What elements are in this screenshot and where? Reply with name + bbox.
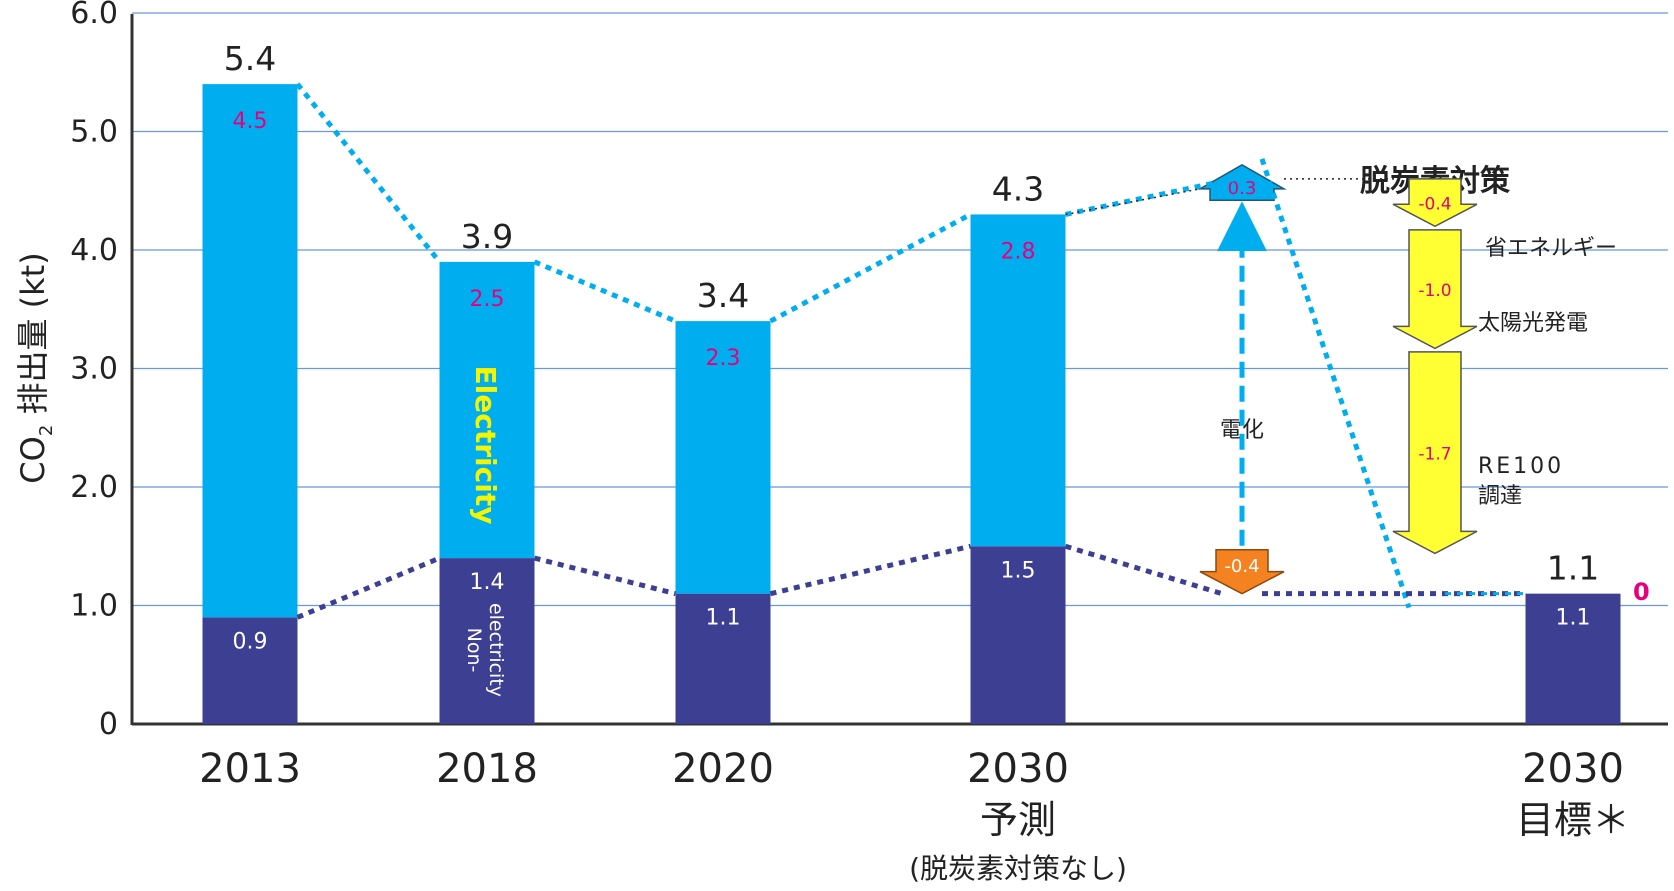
connector-non-electricity-forecast	[1064, 543, 1223, 597]
bar-total-label: 4.3	[992, 169, 1044, 208]
electrification-down-arrow	[1199, 549, 1285, 595]
electrification-up-value: 0.3	[1228, 178, 1257, 199]
bar-value-non-electricity: 0.9	[233, 629, 268, 654]
x-tick-note: (脱炭素対策なし)	[909, 852, 1127, 885]
y-tick-label: 0	[99, 707, 118, 742]
bar-value-electricity: 2.5	[470, 287, 505, 312]
x-tick-labels: 2013 2018 2020 2030 予測 (脱炭素対策なし) 2030 目標＊	[199, 746, 1630, 885]
connector-total	[295, 82, 442, 264]
bar-electricity	[439, 261, 535, 559]
bar-value-electricity: 2.3	[706, 346, 741, 371]
bar-non-electricity	[970, 546, 1066, 724]
connector-non-electricity	[533, 555, 677, 597]
y-tick-label: 4.0	[70, 233, 118, 268]
y-tick-label: 1.0	[70, 589, 118, 624]
bar-non-electricity	[675, 593, 771, 724]
grid-lines	[132, 12, 1668, 607]
step-label-solar: 太陽光発電	[1478, 311, 1588, 336]
x-tick-label: 2018	[436, 746, 538, 792]
bar-electricity	[675, 321, 771, 594]
final-electricity-zero: 0	[1633, 578, 1650, 606]
bar-value-electricity: 4.5	[233, 109, 268, 134]
bar-non-electricity	[202, 617, 298, 724]
x-tick-sublabel: 目標＊	[1516, 798, 1630, 842]
measure-step-arrow	[1392, 229, 1478, 350]
bar-total-label: 5.4	[224, 39, 276, 78]
axes	[130, 14, 1668, 726]
measure-step-arrow	[1392, 178, 1478, 228]
x-tick-label: 2030	[1522, 746, 1624, 792]
bar-electricity	[970, 214, 1066, 547]
non-electricity-label-1: Non-	[463, 628, 485, 673]
electrification-down-value: -0.4	[1224, 556, 1259, 577]
x-tick-sublabel: 予測	[980, 798, 1056, 842]
y-tick-label: 5.0	[70, 115, 118, 150]
x-tick-label: 2030	[967, 746, 1069, 792]
step-label-re100: RE100	[1478, 454, 1564, 479]
bar-labels: 0.9 4.5 5.4 1.4 2.5 3.9 1.1 2.3 3.4 1.5 2.8 4.3 1.1 1…	[224, 39, 1599, 654]
y-tick-labels: 0 1.0 2.0 3.0 4.0 5.0 6.0	[70, 0, 118, 742]
step-label-procurement: 調達	[1478, 484, 1522, 509]
bar-value-non-electricity: 1.1	[706, 606, 741, 631]
bar-non-electricity	[439, 558, 535, 724]
y-tick-label: 2.0	[70, 470, 118, 505]
electricity-label: Electricity	[469, 366, 502, 525]
x-tick-label: 2013	[199, 746, 301, 792]
connector-dotted	[1065, 188, 1201, 216]
bars	[202, 84, 1621, 724]
decarbonization-measures: 脱炭素対策 電化 省エネルギー 太陽光発電 RE100 調達 0 0.3-0.4…	[1064, 158, 1650, 609]
bar-total-label: 3.9	[461, 217, 513, 256]
measure-step-arrow	[1392, 351, 1478, 555]
measure-step-value: -1.7	[1418, 445, 1451, 465]
non-electricity-label-2: electricity	[485, 603, 507, 697]
connector-non-electricity	[769, 543, 972, 597]
bar-value-non-electricity: 1.4	[470, 570, 505, 595]
connector-lines	[295, 82, 972, 620]
step-label-energy-saving: 省エネルギー	[1485, 236, 1617, 261]
bar-value-non-electricity: 1.1	[1556, 606, 1591, 631]
y-axis-label: CO2 排出量 (kt)	[14, 252, 57, 483]
connector-to-electrification	[1064, 176, 1235, 217]
connector-total	[533, 259, 677, 324]
connector-total	[769, 212, 972, 324]
connector-electrified-to-target	[1259, 158, 1412, 609]
measure-step-value: -0.4	[1418, 195, 1451, 215]
bar-value-non-electricity: 1.5	[1001, 558, 1036, 583]
bar-total-label: 3.4	[697, 276, 749, 315]
bar-non-electricity	[1525, 593, 1621, 724]
measure-step-value: -1.0	[1418, 281, 1451, 301]
bar-total-label: 1.1	[1547, 549, 1599, 588]
y-tick-label: 6.0	[70, 0, 118, 31]
y-tick-label: 3.0	[70, 352, 118, 387]
bar-value-electricity: 2.8	[1001, 239, 1036, 264]
bar-electricity	[202, 84, 298, 618]
x-tick-label: 2020	[672, 746, 774, 792]
connector-non-electricity	[296, 555, 441, 620]
